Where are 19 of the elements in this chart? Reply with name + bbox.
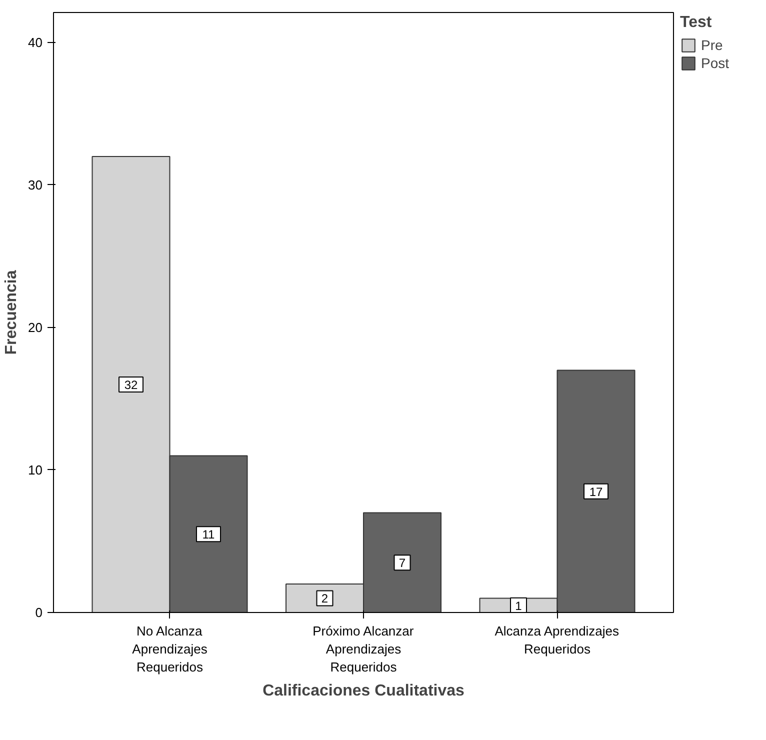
legend-label: Post xyxy=(701,55,730,71)
data-label: 32 xyxy=(124,378,138,392)
legend-title: Test xyxy=(680,14,713,32)
data-label: 2 xyxy=(321,592,328,606)
x-tick-label: Alcanza Aprendizajes Requeridos xyxy=(494,624,620,656)
data-label: 11 xyxy=(202,528,216,542)
data-label: 7 xyxy=(398,556,406,570)
x-tick-label: No Alcanza Aprendizajes Requeridos xyxy=(132,624,208,674)
y-tick-label: 10 xyxy=(28,462,43,478)
y-axis-title: Frecuencia xyxy=(3,270,20,355)
legend-label: Pre xyxy=(701,37,723,53)
data-label: 17 xyxy=(589,484,603,499)
x-tick-label: Próximo Alcanzar Aprendizajes Requeridos xyxy=(312,624,414,674)
y-tick-label: 40 xyxy=(28,34,43,50)
y-tick-label: 20 xyxy=(28,320,43,335)
x-axis-title: Calificaciones Cualitativas xyxy=(262,682,465,700)
y-tick-label: 0 xyxy=(35,605,43,620)
data-label: 1 xyxy=(515,598,522,613)
y-tick-label: 30 xyxy=(28,177,43,192)
